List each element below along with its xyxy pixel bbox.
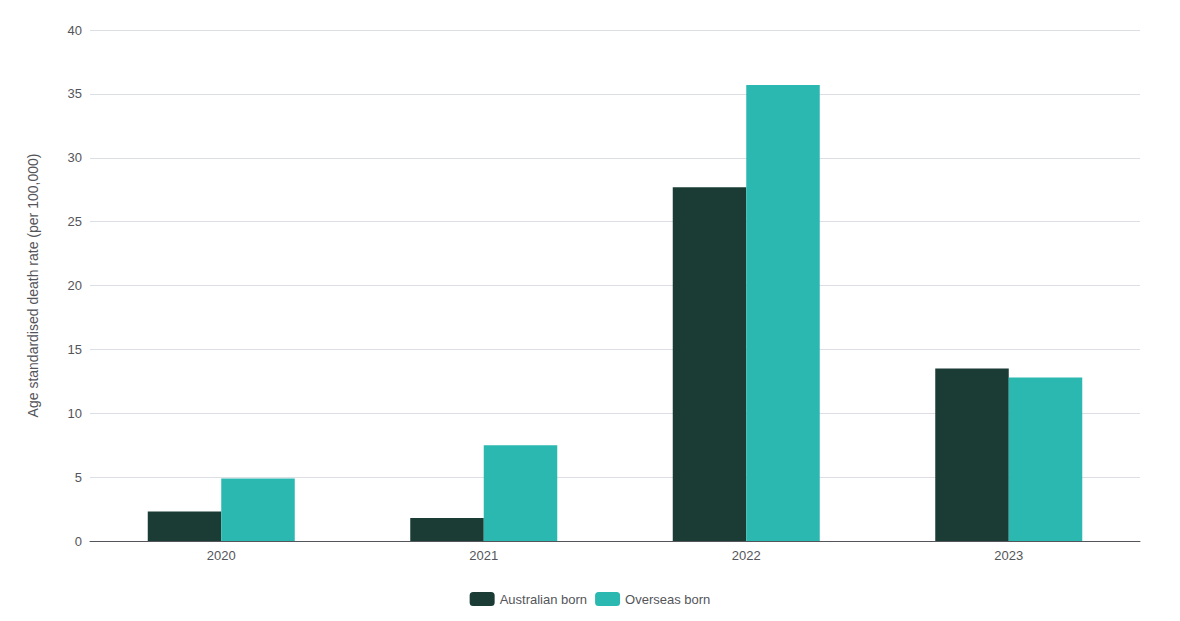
svg-text:Australian born: Australian born	[500, 592, 587, 607]
svg-text:2023: 2023	[994, 548, 1023, 563]
svg-text:Overseas born: Overseas born	[625, 592, 710, 607]
svg-text:35: 35	[68, 86, 82, 101]
svg-text:15: 15	[68, 342, 82, 357]
svg-text:5: 5	[75, 470, 82, 485]
svg-text:10: 10	[68, 406, 82, 421]
svg-text:2020: 2020	[207, 548, 236, 563]
svg-text:20: 20	[68, 278, 82, 293]
svg-text:2022: 2022	[732, 548, 761, 563]
svg-text:0: 0	[75, 534, 82, 549]
svg-text:40: 40	[68, 23, 82, 38]
svg-text:25: 25	[68, 214, 82, 229]
svg-text:30: 30	[68, 150, 82, 165]
svg-text:2021: 2021	[469, 548, 498, 563]
svg-text:Age standardised death rate (p: Age standardised death rate (per 100,000…	[25, 154, 41, 418]
